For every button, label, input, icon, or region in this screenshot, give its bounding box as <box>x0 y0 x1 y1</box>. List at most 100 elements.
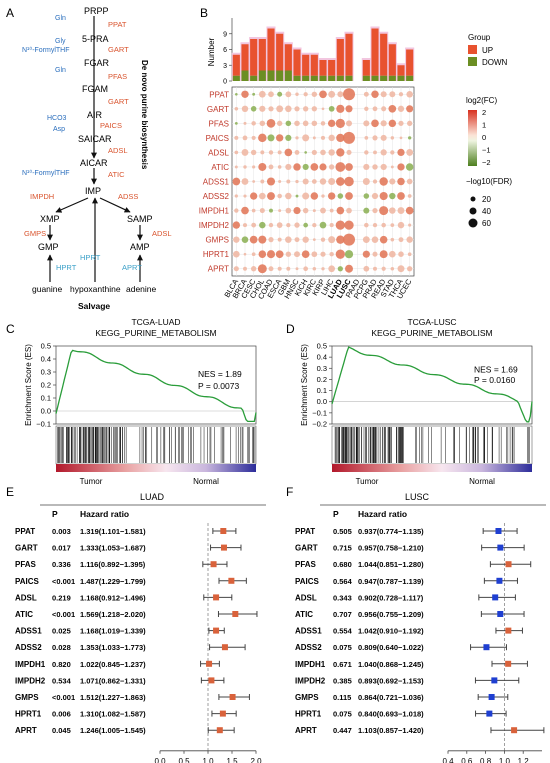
forest-hr-text: 0.840(0.693−1.018) <box>358 710 424 719</box>
enzyme-gart-1: GART <box>108 45 129 54</box>
bar-down <box>241 70 249 81</box>
cofactor-asp: Asp <box>53 126 65 133</box>
bubble <box>241 148 249 156</box>
forest-gene: PPAT <box>295 527 315 536</box>
de-novo-label: De novo purine biosynthesis <box>140 60 149 170</box>
bar-y-tick-label: 3 <box>223 63 227 70</box>
bubble <box>276 105 284 113</box>
forest-point <box>229 694 236 700</box>
bubble <box>336 206 345 215</box>
bubble <box>320 149 326 156</box>
forest-hr-text: 1.040(0.868−1.245) <box>358 660 424 669</box>
forest-gene: PPAT <box>15 527 35 536</box>
gene-label: IMPDH1 <box>199 207 230 216</box>
bubble <box>379 235 388 244</box>
bubble <box>320 207 326 214</box>
enzyme-adss: ADSS <box>118 192 138 201</box>
bubble <box>389 250 396 258</box>
bubble <box>276 222 283 228</box>
bubble <box>319 90 327 99</box>
bubble <box>251 135 256 140</box>
bubble <box>250 192 258 200</box>
color-legend-tick: −1 <box>482 146 491 155</box>
bubble <box>327 119 336 128</box>
bubble <box>379 206 389 216</box>
gsea-y-tick-label: −0.1 <box>312 408 327 417</box>
bar-down <box>345 75 353 81</box>
bubble <box>363 265 370 272</box>
bubble <box>266 250 276 259</box>
salvage-label: Salvage <box>78 301 110 311</box>
bar-up <box>397 65 405 76</box>
bubble <box>310 192 319 200</box>
enzyme-adsl-2: ADSL <box>152 229 172 238</box>
forest-p-value: 0.075 <box>333 643 352 652</box>
bubble <box>243 165 247 169</box>
bubble <box>379 191 388 201</box>
bubble <box>328 265 336 273</box>
gsea-y-tick-label: −0.2 <box>312 420 327 429</box>
forest-gene: IMPDH2 <box>15 676 46 685</box>
gsea-rank-bar <box>332 464 532 472</box>
forest-point <box>492 594 499 601</box>
enzyme-atic: ATIC <box>108 170 125 179</box>
bubble <box>335 118 345 128</box>
bar-up <box>284 44 292 71</box>
bubble <box>407 266 413 272</box>
size-legend-dot <box>470 196 476 202</box>
bar-down <box>302 75 310 81</box>
bubble <box>295 136 299 140</box>
gene-label: ADSS2 <box>203 192 230 201</box>
bubble <box>259 120 266 127</box>
bubble <box>311 106 317 112</box>
bar-down <box>284 70 292 81</box>
forest-hr-text: 0.809(0.640−1.022) <box>358 643 424 652</box>
forest-point <box>221 644 228 651</box>
bubble <box>251 222 257 228</box>
bubble <box>241 105 249 113</box>
gene-label: PAICS <box>206 134 229 143</box>
bubble <box>372 164 378 170</box>
bubble <box>268 91 274 98</box>
bubble <box>277 91 283 97</box>
panel-b-expression-chart: 0 3 6 9 Number Group UP DOWN PPAT GART PFAS PAICS AD… <box>199 18 512 301</box>
bar-down <box>319 75 327 81</box>
enzyme-gart-2: GART <box>108 97 129 106</box>
gsea-es-frame <box>331 345 533 425</box>
enzyme-hprt-1: HPRT <box>56 263 77 272</box>
bubble <box>320 135 326 140</box>
bubble <box>328 178 336 185</box>
forest-hr-text: 1.487(1.229−1.799) <box>80 577 146 586</box>
size-legend-title: −log10(FDR) <box>466 177 512 186</box>
node-prpp: PRPP <box>84 6 109 16</box>
forest-gene: ADSS1 <box>295 627 322 636</box>
node-saicar: SAICAR <box>78 134 112 144</box>
bubble <box>344 176 354 187</box>
forest-point <box>216 727 223 734</box>
forest-point <box>497 611 504 617</box>
bubble <box>345 192 353 200</box>
bubble <box>390 237 395 242</box>
bubble <box>372 179 378 184</box>
bubble <box>312 222 317 228</box>
bar-up <box>276 33 284 71</box>
bubble <box>311 251 318 258</box>
bubble <box>319 163 327 171</box>
forest-col-p: P <box>333 509 339 519</box>
forest-point <box>491 677 498 684</box>
panel-label-d: D <box>286 322 295 336</box>
bar-down <box>232 75 240 81</box>
forest-gene: PAICS <box>295 577 320 586</box>
forest-p-value: 0.006 <box>52 710 71 719</box>
bar-down <box>380 75 388 81</box>
bubble <box>372 251 378 257</box>
bubble <box>310 163 319 171</box>
gsea-y-tick-label: −0.1 <box>36 420 51 429</box>
bubble <box>380 91 387 98</box>
forest-point <box>483 644 490 651</box>
bar-up <box>380 33 388 76</box>
forest-gene: ATIC <box>295 610 313 619</box>
bubble <box>311 179 317 184</box>
gene-label: ADSS1 <box>203 178 230 187</box>
